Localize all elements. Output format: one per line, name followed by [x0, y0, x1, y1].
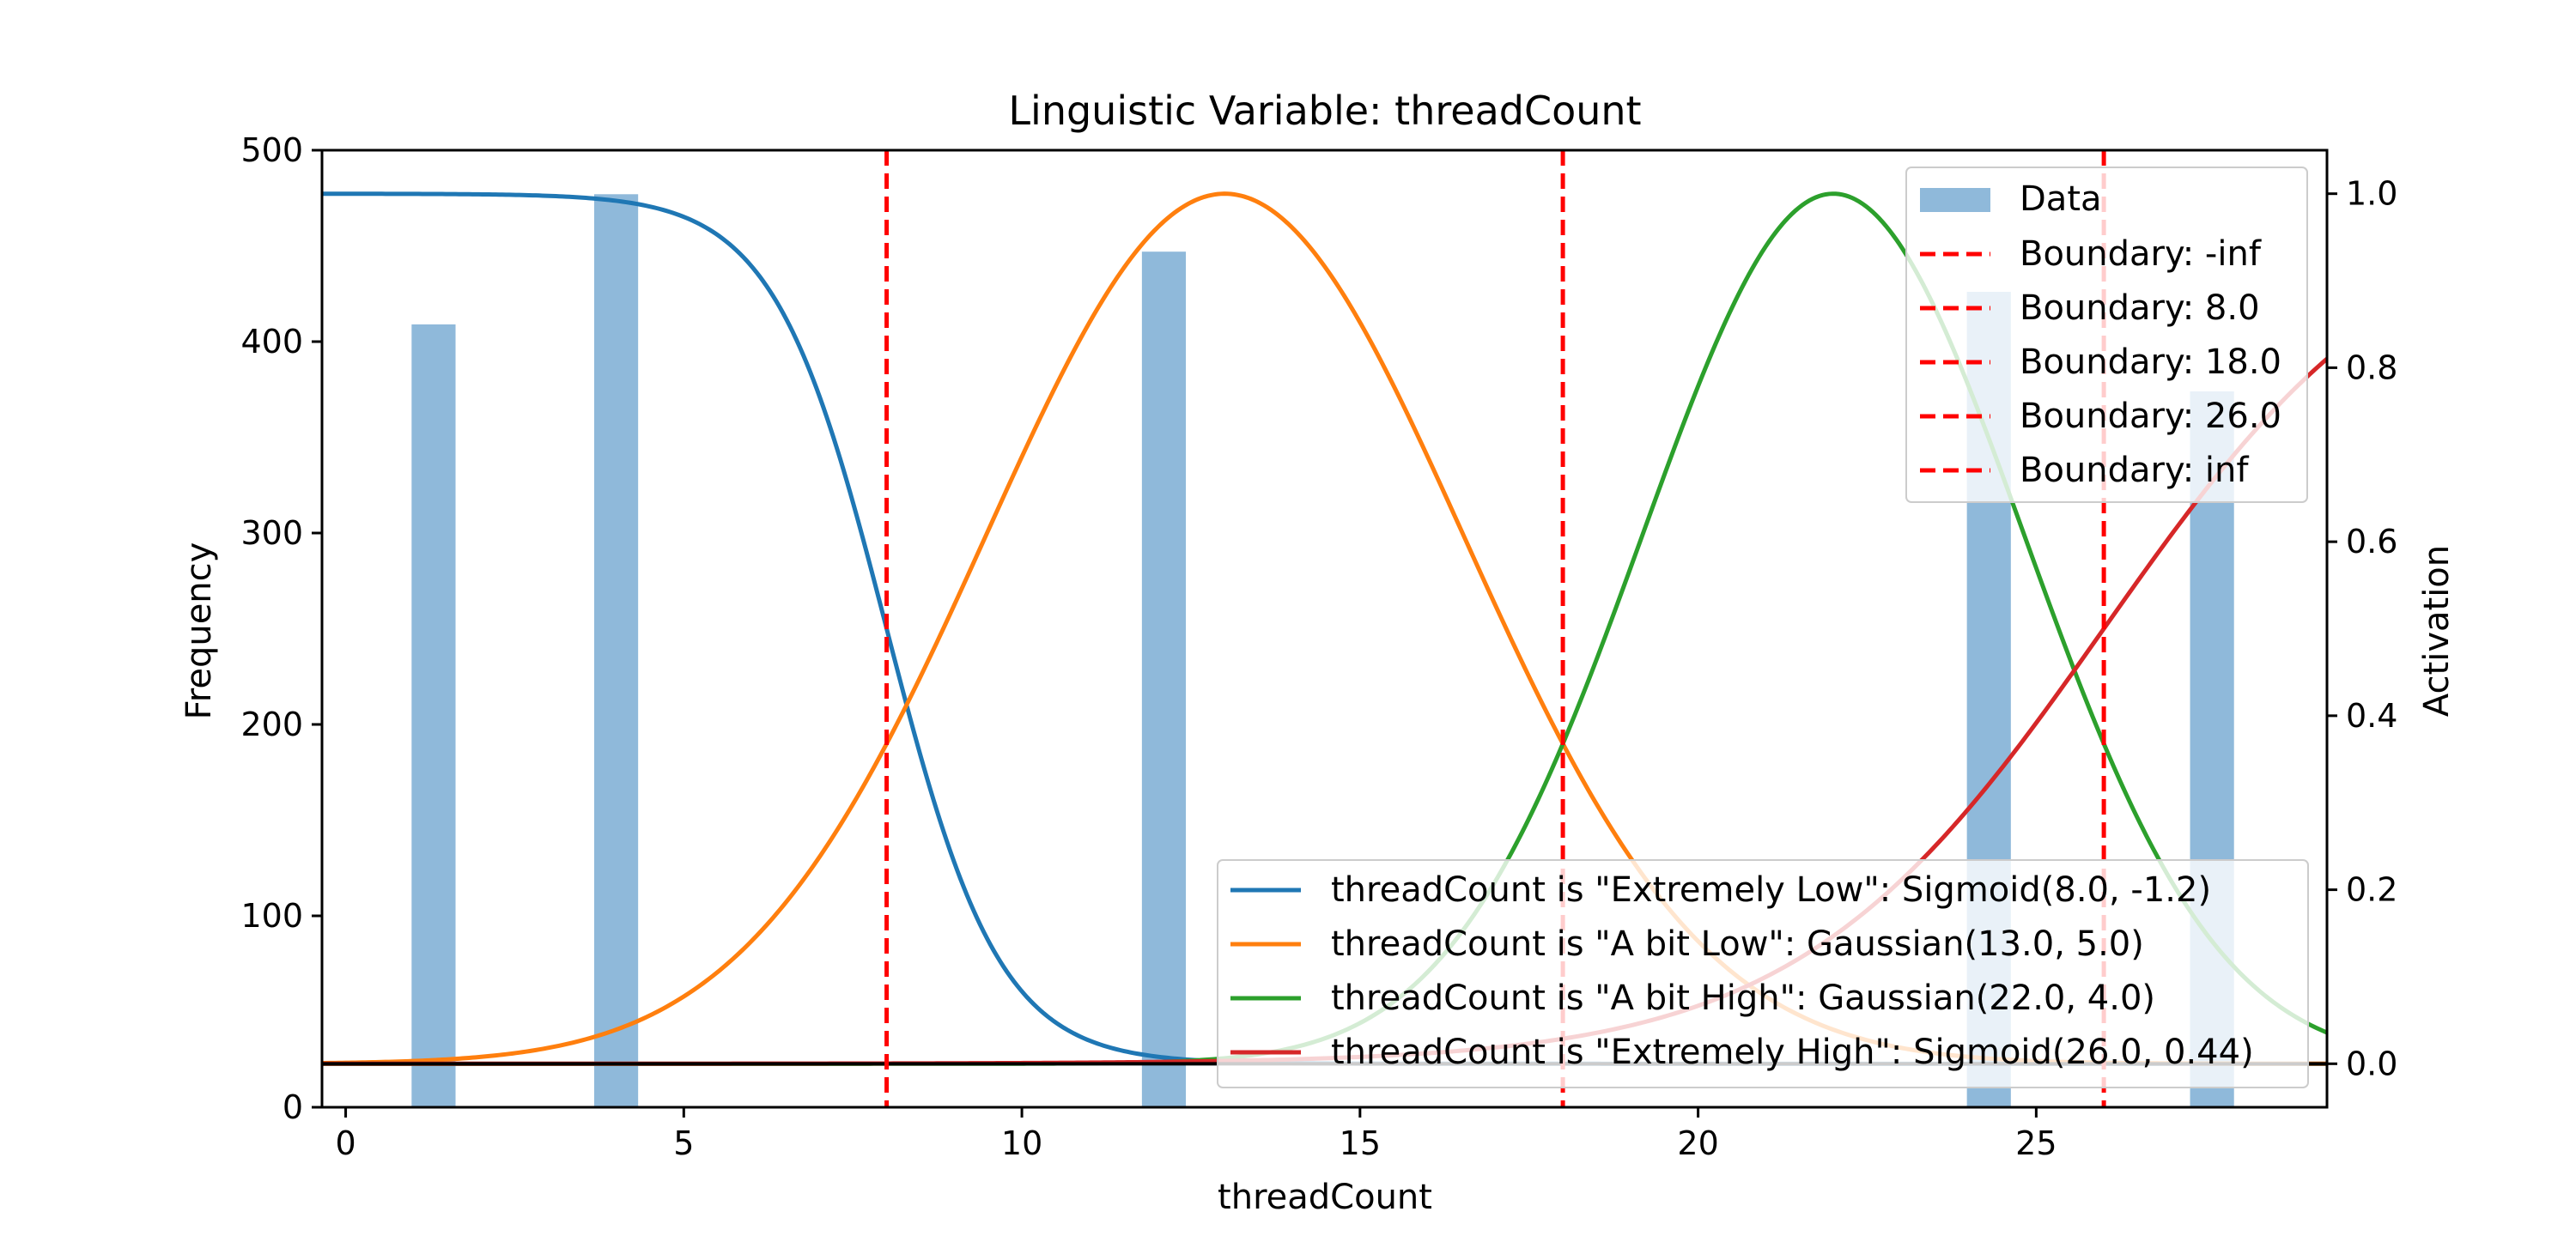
legend-label-boundary: Boundary: -inf	[2020, 234, 2262, 274]
chart-title: Linguistic Variable: threadCount	[1008, 88, 1641, 134]
x-tick-label: 20	[1677, 1124, 1718, 1162]
bar	[593, 194, 639, 1107]
legend-top: Data Boundary: -inf Boundary: 8.0 Bounda…	[1905, 167, 2308, 503]
y-tick-label-left: 400	[240, 323, 303, 360]
y-axis-label-left: Frequency	[179, 542, 219, 720]
y-tick-label-right: 0.2	[2346, 871, 2397, 909]
y-axis-label-right: Activation	[2417, 545, 2457, 717]
y-tick-label-left: 500	[240, 131, 303, 169]
legend-label-extremely-high: threadCount is "Extremely High": Sigmoid…	[1331, 1033, 2254, 1072]
x-tick-label: 0	[335, 1124, 355, 1162]
bar	[411, 324, 456, 1107]
bar	[1141, 251, 1187, 1107]
legend-bottom: threadCount is "Extremely Low": Sigmoid(…	[1217, 859, 2309, 1088]
legend-label-boundary: Boundary: inf	[2020, 451, 2249, 490]
legend-bottom-frame	[1217, 859, 2309, 1088]
y-tick-label-left: 100	[240, 897, 303, 935]
axes-layer: 0 5 10 15 20 25 0 100 200 300 400 500 0.0 0.2 0.4 0.6 0.…	[240, 131, 2397, 1162]
y-tick-label-right: 0.0	[2346, 1045, 2397, 1082]
legend-label-extremely-low: threadCount is "Extremely Low": Sigmoid(…	[1331, 870, 2211, 910]
plot-frame	[320, 148, 2329, 1109]
y-tick-label-right: 0.8	[2346, 348, 2397, 386]
legend-label-boundary: Boundary: 8.0	[2020, 288, 2260, 328]
y-tick-label-right: 1.0	[2346, 175, 2397, 213]
x-tick-label: 25	[2015, 1124, 2057, 1162]
legend-swatch-data	[1920, 188, 1990, 212]
y-tick-label-left: 0	[283, 1088, 303, 1126]
x-tick-label: 5	[673, 1124, 694, 1162]
y-tick-label-right: 0.4	[2346, 697, 2397, 735]
legend-label-data: Data	[2020, 179, 2102, 219]
legend-label-a-bit-low: threadCount is "A bit Low": Gaussian(13.…	[1331, 924, 2144, 964]
x-tick-label: 10	[1001, 1124, 1042, 1162]
legend-top-frame	[1905, 167, 2308, 503]
y-tick-label-left: 300	[240, 514, 303, 552]
y-tick-label-right: 0.6	[2346, 523, 2397, 560]
legend-label-boundary: Boundary: 26.0	[2020, 397, 2281, 436]
x-tick-label: 15	[1340, 1124, 1381, 1162]
x-axis-label: threadCount	[1218, 1178, 1432, 1217]
y-tick-label-left: 200	[240, 706, 303, 743]
legend-label-a-bit-high: threadCount is "A bit High": Gaussian(22…	[1331, 978, 2155, 1018]
legend-label-boundary: Boundary: 18.0	[2020, 342, 2281, 382]
